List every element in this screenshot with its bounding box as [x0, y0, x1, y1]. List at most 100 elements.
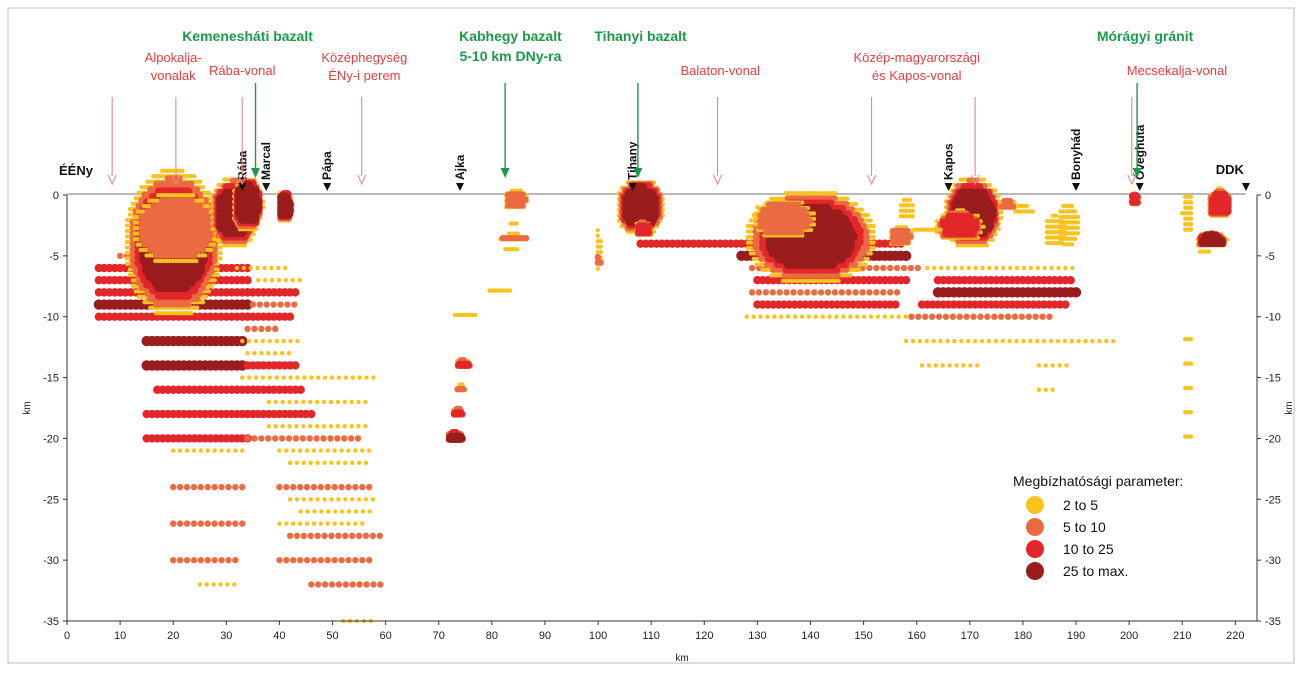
data-point [239, 520, 245, 526]
data-point [936, 314, 942, 320]
data-point [973, 266, 977, 270]
data-point [254, 339, 258, 343]
data-point [1049, 266, 1053, 270]
data-point [219, 448, 223, 452]
data-point [902, 276, 910, 284]
data-point [226, 448, 230, 452]
data-point [276, 557, 282, 563]
data-point [920, 363, 924, 367]
data-point [312, 521, 316, 525]
data-point [327, 435, 333, 441]
data-point [765, 315, 769, 319]
data-point [302, 497, 306, 501]
data-point [272, 326, 278, 332]
data-point [342, 533, 348, 539]
data-point [275, 339, 279, 343]
data-point [939, 266, 943, 270]
data-point [852, 289, 858, 295]
data-point [1046, 314, 1052, 320]
data-point [336, 400, 340, 404]
data-point [276, 266, 280, 270]
data-point [846, 289, 852, 295]
data-point [185, 301, 191, 307]
data-point [1008, 266, 1012, 270]
data-point [911, 339, 915, 343]
data-point [198, 582, 202, 586]
data-point [637, 183, 647, 193]
data-point [1067, 276, 1075, 284]
data-point [195, 306, 199, 310]
data-point [250, 301, 256, 307]
data-point [346, 448, 350, 452]
data-point [880, 265, 886, 271]
data-point [827, 315, 831, 319]
data-point [291, 448, 295, 452]
data-point [894, 289, 900, 295]
data-point [359, 557, 365, 563]
data-point [291, 301, 297, 307]
data-point [344, 375, 348, 379]
data-point [191, 520, 197, 526]
data-point [218, 557, 224, 563]
data-point [177, 520, 183, 526]
data-point [340, 509, 344, 513]
data-point [352, 484, 358, 490]
data-point [270, 278, 274, 282]
data-point [261, 339, 265, 343]
data-point [201, 300, 205, 304]
data-point [959, 339, 963, 343]
data-point [197, 203, 203, 209]
data-point [745, 315, 749, 319]
data-point [356, 581, 362, 587]
data-point [984, 314, 990, 320]
data-point [318, 484, 324, 490]
data-point [204, 582, 208, 586]
data-point [968, 363, 972, 367]
data-point [232, 484, 238, 490]
data-point [322, 581, 328, 587]
data-point [329, 581, 335, 587]
data-point [300, 435, 306, 441]
data-point [364, 497, 368, 501]
data-point [199, 448, 203, 452]
data-point [1076, 339, 1080, 343]
data-point [329, 497, 333, 501]
data-point [170, 520, 176, 526]
data-point [314, 533, 320, 539]
data-point [967, 266, 971, 270]
data-point [1056, 266, 1060, 270]
data-point [251, 435, 257, 441]
data-point [281, 375, 285, 379]
data-point [336, 424, 340, 428]
data-point [350, 581, 356, 587]
data-point [337, 375, 341, 379]
data-point [267, 424, 271, 428]
data-point [302, 375, 306, 379]
data-point [177, 557, 183, 563]
data-point [371, 497, 375, 501]
data-point [894, 265, 900, 271]
data-point [170, 484, 176, 490]
data-point [232, 557, 238, 563]
data-point [855, 315, 859, 319]
data-point [332, 521, 336, 525]
data-point [315, 497, 319, 501]
data-point [218, 582, 222, 586]
data-point [274, 400, 278, 404]
data-point [347, 509, 351, 513]
data-point [975, 363, 979, 367]
data-point [205, 484, 211, 490]
data-point [295, 339, 299, 343]
data-point [201, 185, 205, 189]
data-point [297, 557, 303, 563]
data-point [925, 266, 929, 270]
data-point [328, 533, 334, 539]
data-point [266, 351, 270, 355]
data-point [203, 253, 207, 257]
data-point [1063, 339, 1067, 343]
data-point [205, 557, 211, 563]
data-point [366, 557, 372, 563]
data-point [170, 557, 176, 563]
data-point [947, 363, 951, 367]
